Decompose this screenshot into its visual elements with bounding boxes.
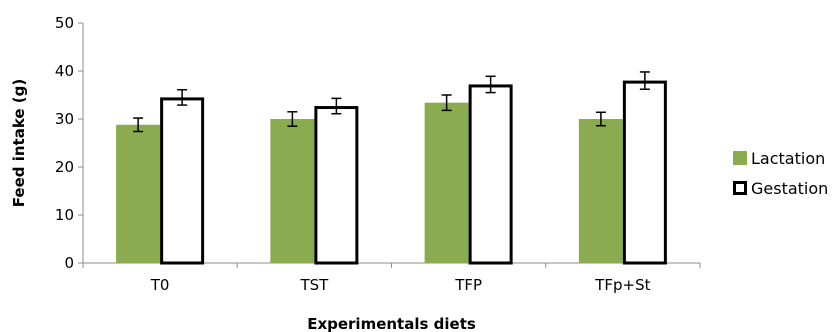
y-axis: 0 10 20 30 40 50 bbox=[55, 14, 84, 272]
bar-lactation bbox=[578, 119, 623, 263]
bar-gestation bbox=[160, 97, 205, 265]
x-tick-label: TFP bbox=[454, 276, 482, 294]
x-tick-label: T0 bbox=[150, 276, 170, 294]
x-axis: T0 TST TFP TFp+St bbox=[82, 262, 701, 294]
x-axis-title: Experimentals diets bbox=[307, 315, 476, 332]
bar-gestation bbox=[314, 106, 359, 265]
bars bbox=[116, 71, 667, 265]
bar-lactation bbox=[270, 119, 315, 263]
bar-gestation bbox=[468, 84, 513, 265]
x-tick-label: TFp+St bbox=[594, 276, 650, 294]
legend-label-lactation: Lactation bbox=[751, 149, 825, 168]
y-tick-label: 20 bbox=[55, 158, 74, 176]
legend-swatch-gestation bbox=[733, 181, 747, 195]
y-tick-label: 10 bbox=[55, 206, 74, 224]
y-tick-label: 40 bbox=[55, 62, 74, 80]
y-tick-label: 50 bbox=[55, 14, 74, 32]
bar-lactation bbox=[424, 102, 469, 264]
y-axis-title: Feed intake (g) bbox=[10, 79, 28, 207]
bar-lactation bbox=[116, 124, 161, 263]
legend-label-gestation: Gestation bbox=[751, 179, 828, 198]
bar-gestation bbox=[622, 80, 667, 265]
legend: Lactation Gestation bbox=[733, 149, 828, 198]
legend-swatch-lactation bbox=[733, 151, 747, 165]
x-tick-label: TST bbox=[299, 276, 329, 294]
y-tick-label: 0 bbox=[64, 254, 74, 272]
y-tick-label: 30 bbox=[55, 110, 74, 128]
